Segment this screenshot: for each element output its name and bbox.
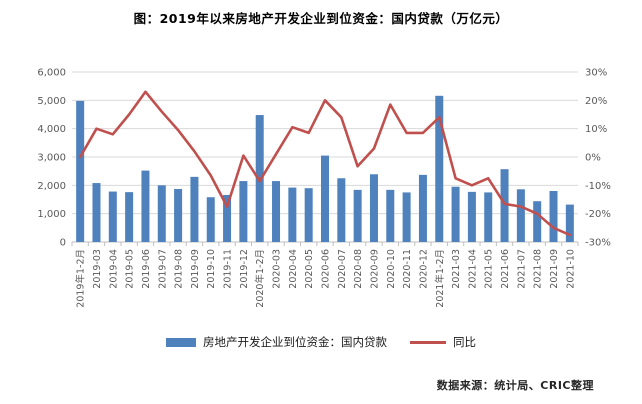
x-tick-label: 2021-10 [565, 249, 576, 289]
y-axis-label-right: 20% [585, 96, 607, 107]
bar-2020-12 [418, 174, 427, 242]
x-tick-label: 2019-11 [223, 249, 234, 289]
x-tick-label: 2019-04 [108, 249, 119, 289]
y-axis-label-left: 0 [60, 238, 66, 249]
y-axis-label-left: 3,000 [37, 153, 66, 164]
line-series-swatch [410, 340, 446, 344]
y-axis-label-left: 5,000 [37, 96, 66, 107]
bar-2020-10 [386, 189, 395, 242]
bar-2019-04 [108, 191, 117, 242]
y-axis-label-left: 4,000 [37, 124, 66, 135]
bar-2021-03 [451, 186, 460, 242]
y-axis-label-right: 0% [585, 153, 601, 164]
bar-series-label: 房地产开发企业到位资金：国内贷款 [203, 335, 387, 349]
bar-2021-04 [467, 191, 476, 242]
y-axis-label-right: 30% [585, 68, 607, 79]
bar-2019-11 [223, 194, 232, 242]
bar-2020-07 [337, 178, 346, 242]
bar-2021-09 [549, 191, 558, 242]
chart-legend: 房地产开发企业到位资金：国内贷款 同比 [0, 333, 642, 351]
bar-2020-11 [402, 192, 411, 242]
combo-chart: 0 1,000 2,000 3,000 4,000 5,000 6,000 -30% -20% -… [37, 68, 611, 308]
bar-2019年1-2月 [76, 100, 85, 243]
x-tick-label: 2021-06 [500, 249, 511, 289]
bar-2019-03 [92, 183, 101, 242]
bar-2021-10 [565, 204, 574, 242]
bar-2020-05 [304, 188, 313, 242]
bar-2019-08 [174, 189, 183, 242]
bar-2021-07 [516, 189, 525, 242]
x-tick-label: 2020-07 [337, 249, 348, 289]
yoy-line [78, 90, 572, 237]
x-tick-label: 2020-04 [288, 249, 299, 289]
x-tick-label: 2021年1-2月 [434, 249, 446, 308]
bar-2021年1-2月 [435, 95, 444, 242]
bar-2019-10 [206, 197, 215, 242]
x-tick-label: 2019-10 [206, 249, 217, 289]
line-series-label: 同比 [453, 335, 476, 349]
bar-series-swatch [166, 337, 196, 347]
bar-2020-08 [353, 189, 362, 242]
x-tick-label: 2020年1-2月 [254, 249, 266, 308]
bar-2019-12 [239, 181, 248, 242]
x-tick-label: 2020-08 [353, 249, 364, 289]
x-tick-label: 2021-05 [484, 249, 495, 289]
x-tick-label: 2021-07 [516, 249, 527, 289]
y-axis-label-right: 10% [585, 124, 607, 135]
bar-2019-07 [157, 185, 166, 242]
x-tick-label: 2019-06 [141, 249, 152, 289]
x-tick-label: 2020-12 [418, 249, 429, 289]
x-tick-label: 2019-09 [190, 249, 201, 289]
source-note: 数据来源：统计局、CRIC整理 [436, 379, 594, 392]
x-tick-label: 2019年1-2月 [75, 249, 87, 308]
x-tick-label: 2019-03 [92, 249, 103, 289]
x-tick-label: 2020-09 [369, 249, 380, 289]
x-tick-label: 2020-10 [386, 249, 397, 289]
bar-2019-06 [141, 170, 150, 242]
x-tick-label: 2020-05 [304, 249, 315, 289]
x-tick-label: 2021-03 [451, 249, 462, 289]
x-tick-label: 2019-07 [157, 249, 168, 289]
bar-2021-08 [533, 201, 542, 242]
x-tick-label: 2021-09 [549, 249, 560, 289]
chart-title: 图：2019年以来房地产开发企业到位资金：国内贷款（万亿元） [133, 11, 509, 26]
y-axis-label-right: -10% [585, 181, 611, 192]
x-tick-label: 2019-12 [239, 249, 250, 289]
x-tick-label: 2020-03 [272, 249, 283, 289]
bar-2020-06 [321, 155, 329, 242]
y-axis-label-left: 1,000 [37, 209, 66, 220]
bar-2020-04 [288, 187, 297, 242]
bar-2021-05 [484, 192, 493, 242]
x-tick-label: 2019-05 [125, 249, 136, 289]
bar-2019-09 [190, 176, 199, 242]
x-tick-label: 2019-08 [174, 249, 185, 289]
y-axis-label-right: -20% [585, 209, 611, 220]
bar-2020-03 [272, 181, 281, 242]
y-axis-label-right: -30% [585, 238, 611, 249]
bar-2019-05 [125, 192, 134, 242]
x-tick-label: 2020-06 [321, 249, 332, 289]
bar-2020-09 [369, 174, 378, 242]
x-tick-label: 2021-08 [533, 249, 544, 289]
bar-2020年1-2月 [255, 115, 264, 242]
y-axis-label-left: 6,000 [37, 68, 66, 79]
bar-2021-06 [500, 169, 509, 242]
x-tick-label: 2020-11 [402, 249, 413, 289]
y-axis-label-left: 2,000 [37, 181, 66, 192]
x-tick-label: 2021-04 [467, 249, 478, 289]
